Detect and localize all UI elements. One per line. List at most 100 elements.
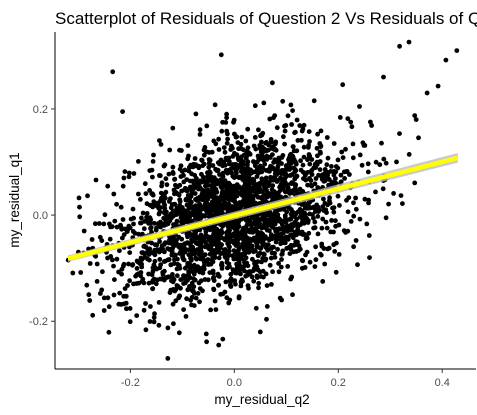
scatter-point xyxy=(158,224,164,230)
scatter-point xyxy=(252,135,258,140)
scatter-point xyxy=(218,196,224,202)
x-axis-ticks: -0.2 0.0 0.2 0.4 xyxy=(121,369,450,389)
scatter-point xyxy=(181,281,187,286)
scatter-point xyxy=(315,214,321,219)
scatter-point xyxy=(333,223,338,229)
scatter-point xyxy=(259,259,264,265)
scatter-point xyxy=(329,164,334,169)
scatter-point xyxy=(121,175,127,181)
scatter-point xyxy=(177,293,183,299)
scatter-point xyxy=(283,217,289,223)
scatter-point xyxy=(152,252,158,258)
scatter-point xyxy=(236,294,242,299)
scatter-point xyxy=(258,246,264,251)
scatter-point xyxy=(290,235,296,241)
scatter-point xyxy=(266,147,271,153)
scatter-point xyxy=(207,157,213,163)
scatter-point xyxy=(221,202,227,207)
scatter-point xyxy=(216,282,222,288)
scatter-point xyxy=(289,122,294,127)
scatter-point xyxy=(212,298,218,304)
scatter-point xyxy=(179,148,184,153)
scatter-point xyxy=(135,259,141,265)
scatter-point xyxy=(287,251,293,256)
scatter-point xyxy=(278,185,284,190)
scatter-point xyxy=(244,190,250,196)
scatter-point xyxy=(148,203,154,209)
scatter-point xyxy=(225,241,231,247)
scatter-point xyxy=(362,196,368,202)
scatter-point xyxy=(379,140,384,146)
scatter-point xyxy=(293,188,299,194)
scatter-point xyxy=(294,117,300,123)
fit-line xyxy=(67,155,459,261)
scatter-point xyxy=(351,213,357,219)
scatter-point xyxy=(223,279,229,285)
scatter-point xyxy=(203,239,208,245)
scatter-point xyxy=(336,252,342,257)
scatter-point xyxy=(210,205,216,211)
scatter-point xyxy=(191,276,196,282)
scatter-point xyxy=(251,159,257,165)
scatter-point xyxy=(186,252,192,258)
scatter-point xyxy=(312,181,318,187)
scatter-point xyxy=(92,221,98,227)
scatter-point xyxy=(239,134,245,140)
scatter-point xyxy=(157,239,163,245)
scatter-point xyxy=(271,166,277,172)
scatter-point xyxy=(373,159,379,165)
scatter-point xyxy=(231,117,237,123)
chart-title: Scatterplot of Residuals of Question 2 V… xyxy=(55,9,477,28)
scatter-point xyxy=(365,169,371,175)
scatter-point xyxy=(166,274,172,280)
scatter-point xyxy=(205,196,211,202)
scatter-point xyxy=(308,169,314,174)
scatter-point xyxy=(134,313,140,318)
scatter-point xyxy=(192,172,198,178)
scatter-point xyxy=(386,201,391,207)
scatter-point xyxy=(93,177,99,183)
scatter-point xyxy=(177,265,183,271)
scatter-point xyxy=(269,282,274,287)
scatter-point xyxy=(77,214,83,220)
scatter-point xyxy=(226,248,232,254)
scatter-point xyxy=(211,192,217,198)
scatter-point xyxy=(261,274,266,280)
scatter-point xyxy=(149,240,155,246)
scatter-point xyxy=(283,123,289,128)
scatter-point xyxy=(348,219,354,224)
scatter-point xyxy=(198,278,204,284)
scatter-point xyxy=(265,242,271,248)
scatter-point xyxy=(272,113,278,118)
scatter-point xyxy=(110,69,116,75)
scatter-point xyxy=(179,219,184,225)
scatter-point xyxy=(240,161,246,167)
scatter-point xyxy=(213,166,219,172)
scatter-point xyxy=(157,257,163,262)
scatter-point xyxy=(176,330,182,336)
scatter-point xyxy=(199,187,205,193)
scatter-point xyxy=(319,225,325,231)
y-axis-ticks: -0.2 0.0 0.2 xyxy=(29,104,55,328)
scatter-point xyxy=(276,261,281,266)
scatter-point xyxy=(228,208,234,214)
scatter-point xyxy=(126,170,132,176)
scatter-point xyxy=(117,248,122,254)
scatter-point xyxy=(293,161,299,167)
scatter-point xyxy=(220,191,226,196)
scatter-point xyxy=(197,299,202,305)
scatter-point xyxy=(262,221,267,227)
scatter-point xyxy=(279,161,284,167)
scatter-point xyxy=(177,245,182,250)
scatter-point xyxy=(383,215,389,221)
scatter-point xyxy=(400,201,405,207)
scatter-point xyxy=(260,181,265,187)
scatter-point xyxy=(112,218,118,224)
scatter-point xyxy=(183,196,189,202)
scatter-point xyxy=(151,152,156,158)
scatter-point xyxy=(297,214,303,220)
scatter-point xyxy=(246,174,252,180)
scatter-point xyxy=(204,123,210,129)
scatter-point xyxy=(202,277,208,282)
scatter-point xyxy=(186,230,192,236)
